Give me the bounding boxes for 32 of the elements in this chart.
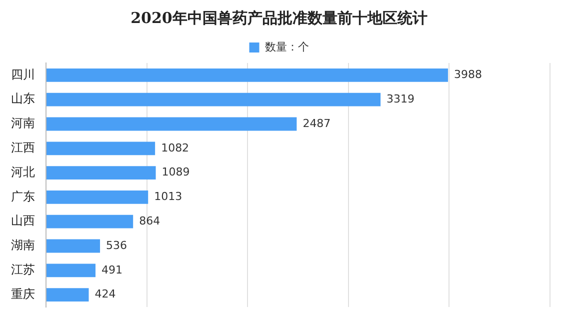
y-tick-label: 四川 [11, 67, 35, 82]
y-tick-label: 江苏 [11, 262, 35, 277]
y-tick-label: 江西 [11, 140, 35, 155]
bar [46, 117, 297, 131]
data-label: 864 [139, 214, 160, 228]
bar [46, 166, 156, 180]
y-tick-label: 河北 [11, 164, 35, 179]
data-label: 491 [101, 263, 122, 276]
bar [46, 288, 89, 302]
bar [46, 264, 96, 278]
bar [46, 68, 448, 82]
y-tick-label: 湖南 [11, 238, 35, 252]
data-label: 536 [106, 238, 128, 252]
data-label: 1089 [162, 166, 190, 179]
data-label: 1082 [161, 141, 190, 154]
chart-title: 2020年中国兽药产品批准数量前十地区统计 [130, 8, 428, 27]
bar [46, 142, 156, 156]
y-tick-label: 山西 [11, 214, 35, 228]
y-tick-label: 重庆 [11, 286, 35, 301]
legend-label: 数量：个 [264, 40, 309, 54]
bar [46, 190, 148, 204]
data-label: 3988 [454, 68, 482, 82]
data-label: 3319 [386, 92, 415, 106]
bar [46, 214, 134, 228]
data-label: 1013 [154, 190, 182, 204]
bar [46, 92, 381, 106]
y-tick-label: 山东 [11, 92, 35, 106]
bar [46, 239, 100, 253]
y-tick-label: 河南 [11, 116, 35, 130]
data-label: 2487 [302, 116, 331, 130]
data-label: 424 [94, 288, 116, 301]
y-tick-label: 广东 [11, 189, 35, 204]
